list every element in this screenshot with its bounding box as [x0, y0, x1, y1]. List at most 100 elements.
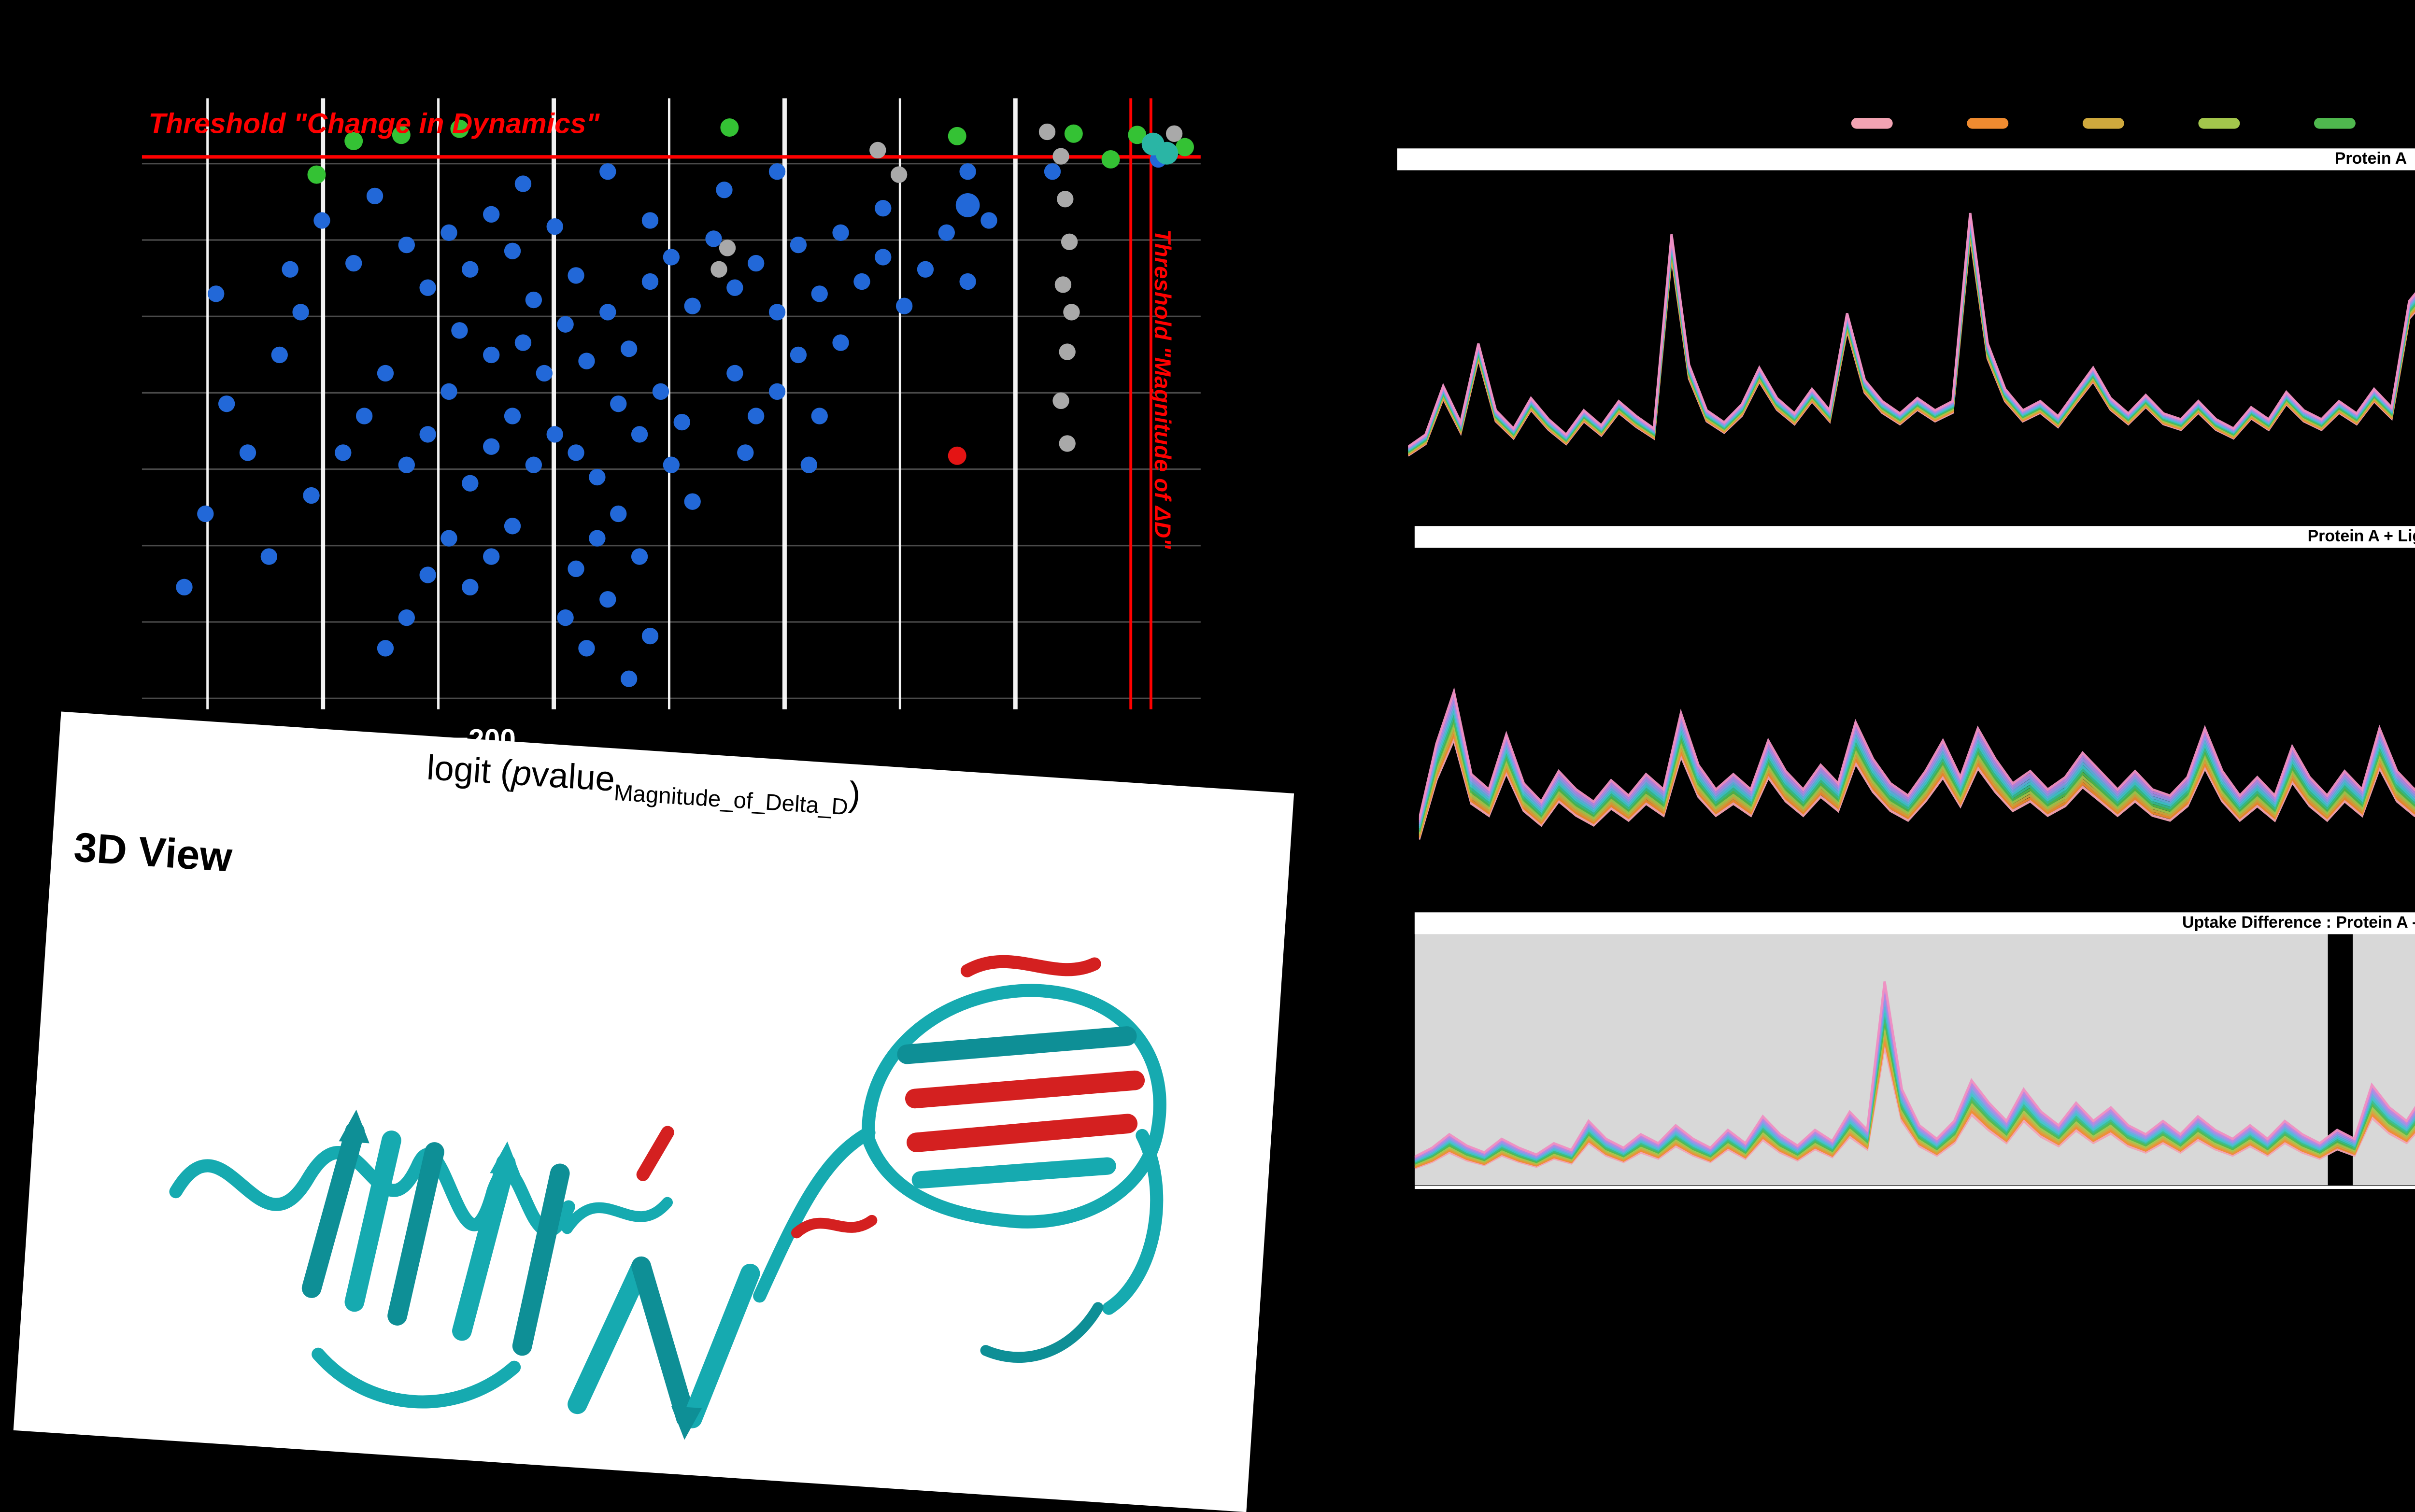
scatter-point[interactable]: [303, 487, 320, 504]
scatter-point[interactable]: [610, 395, 627, 412]
uptake-plot-protein-a[interactable]: [1408, 170, 2415, 515]
scatter-point[interactable]: [875, 249, 892, 266]
scatter-point[interactable]: [345, 254, 362, 272]
scatter-point[interactable]: [589, 530, 606, 547]
scatter-point[interactable]: [959, 273, 976, 290]
scatter-point[interactable]: [938, 224, 955, 241]
scatter-point[interactable]: [726, 365, 743, 382]
scatter-point[interactable]: [462, 579, 479, 596]
scatter-point[interactable]: [557, 316, 574, 333]
scatter-point[interactable]: [720, 118, 739, 137]
scatter-point[interactable]: [641, 212, 659, 229]
scatter-point[interactable]: [768, 163, 786, 180]
scatter-point[interactable]: [483, 206, 500, 223]
scatter-point[interactable]: [890, 166, 908, 183]
scatter-point[interactable]: [398, 609, 415, 626]
scatter-point[interactable]: [620, 670, 638, 687]
structure-3d-panel[interactable]: 3D View: [13, 711, 1294, 1512]
scatter-point[interactable]: [790, 346, 807, 364]
scatter-point[interactable]: [737, 444, 754, 461]
scatter-point[interactable]: [335, 444, 352, 461]
scatter-point[interactable]: [610, 505, 627, 523]
scatter-point[interactable]: [292, 304, 309, 321]
scatter-point[interactable]: [875, 200, 892, 217]
scatter-point[interactable]: [684, 297, 701, 314]
scatter-point[interactable]: [377, 365, 394, 382]
scatter-point[interactable]: [599, 163, 616, 180]
scatter-point[interactable]: [271, 346, 288, 364]
scatter-point[interactable]: [504, 242, 521, 259]
scatter-point[interactable]: [344, 131, 363, 150]
scatter-point[interactable]: [1128, 126, 1147, 144]
legend-swatch[interactable]: [2082, 118, 2124, 128]
scatter-point[interactable]: [726, 279, 743, 296]
scatter-point[interactable]: [176, 579, 193, 596]
scatter-point[interactable]: [631, 548, 648, 565]
scatter-point[interactable]: [568, 560, 584, 578]
scatter-point[interactable]: [546, 426, 563, 443]
scatter-point[interactable]: [1059, 343, 1076, 360]
scatter-point[interactable]: [440, 383, 457, 400]
scatter-point[interactable]: [355, 408, 373, 424]
scatter-point[interactable]: [1176, 138, 1194, 156]
scatter-point[interactable]: [869, 141, 886, 159]
scatter-point[interactable]: [663, 456, 680, 473]
scatter-point[interactable]: [536, 365, 553, 382]
scatter-point[interactable]: [1059, 435, 1076, 452]
scatter-point[interactable]: [440, 224, 457, 241]
legend-swatch[interactable]: [2198, 118, 2240, 128]
scatter-point[interactable]: [917, 261, 934, 278]
scatter-point[interactable]: [599, 304, 616, 321]
scatter-point[interactable]: [440, 530, 457, 547]
scatter-point[interactable]: [197, 505, 214, 523]
scatter-point[interactable]: [398, 456, 415, 473]
scatter-point[interactable]: [568, 444, 584, 461]
scatter-point[interactable]: [218, 395, 235, 412]
scatter-point[interactable]: [392, 126, 411, 144]
uptake-plot-protein-a-ligand[interactable]: [1419, 548, 2415, 895]
scatter-point[interactable]: [1054, 276, 1072, 293]
scatter-point[interactable]: [800, 456, 817, 473]
scatter-point[interactable]: [620, 340, 638, 357]
scatter-point[interactable]: [948, 446, 966, 465]
scatter-point[interactable]: [1155, 141, 1179, 165]
scatter-point[interactable]: [208, 285, 225, 302]
scatter-point[interactable]: [663, 249, 680, 266]
scatter-point[interactable]: [811, 285, 828, 302]
scatter-point[interactable]: [377, 640, 394, 657]
scatter-point[interactable]: [483, 438, 500, 455]
scatter-point[interactable]: [260, 548, 278, 565]
scatter-point[interactable]: [578, 353, 595, 369]
scatter-point[interactable]: [1044, 163, 1061, 180]
scatter-point[interactable]: [419, 426, 436, 443]
scatter-point[interactable]: [832, 224, 849, 241]
scatter-point[interactable]: [748, 408, 765, 424]
scatter-point[interactable]: [1057, 191, 1074, 208]
scatter-point[interactable]: [1101, 150, 1120, 169]
scatter-point[interactable]: [811, 408, 828, 424]
scatter-point[interactable]: [504, 408, 521, 424]
legend-swatch[interactable]: [2314, 118, 2356, 128]
scatter-point[interactable]: [282, 261, 298, 278]
scatter-point[interactable]: [959, 163, 976, 180]
scatter-point[interactable]: [239, 444, 256, 461]
protein-ribbon[interactable]: [128, 885, 1209, 1488]
scatter-point[interactable]: [853, 273, 870, 290]
scatter-point[interactable]: [768, 304, 786, 321]
scatter-point[interactable]: [1165, 125, 1183, 142]
scatter-point[interactable]: [366, 187, 384, 205]
scatter-point[interactable]: [631, 426, 648, 443]
scatter-point[interactable]: [525, 456, 542, 473]
scatter-point[interactable]: [546, 218, 563, 235]
scatter-point[interactable]: [1064, 124, 1083, 143]
scatter-point[interactable]: [578, 640, 595, 657]
scatter-point[interactable]: [652, 383, 669, 400]
scatter-point[interactable]: [525, 291, 542, 309]
scatter-point[interactable]: [705, 230, 722, 247]
scatter-point[interactable]: [710, 261, 727, 278]
scatter-point[interactable]: [955, 193, 980, 217]
scatter-point[interactable]: [716, 182, 733, 198]
volcano-canvas[interactable]: [142, 98, 1201, 709]
scatter-point[interactable]: [557, 609, 574, 626]
scatter-point[interactable]: [483, 548, 500, 565]
